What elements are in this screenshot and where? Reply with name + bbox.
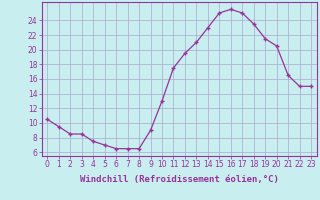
X-axis label: Windchill (Refroidissement éolien,°C): Windchill (Refroidissement éolien,°C) (80, 175, 279, 184)
